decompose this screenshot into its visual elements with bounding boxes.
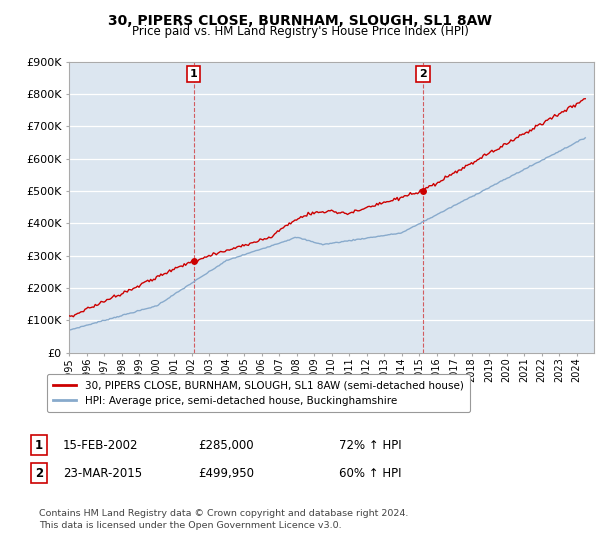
Text: Price paid vs. HM Land Registry's House Price Index (HPI): Price paid vs. HM Land Registry's House …	[131, 25, 469, 38]
Text: 72% ↑ HPI: 72% ↑ HPI	[339, 438, 401, 452]
Text: 2: 2	[419, 69, 427, 79]
Text: 30, PIPERS CLOSE, BURNHAM, SLOUGH, SL1 8AW: 30, PIPERS CLOSE, BURNHAM, SLOUGH, SL1 8…	[108, 14, 492, 28]
Text: 2: 2	[35, 466, 43, 480]
Text: 1: 1	[35, 438, 43, 452]
Text: 60% ↑ HPI: 60% ↑ HPI	[339, 466, 401, 480]
Legend: 30, PIPERS CLOSE, BURNHAM, SLOUGH, SL1 8AW (semi-detached house), HPI: Average p: 30, PIPERS CLOSE, BURNHAM, SLOUGH, SL1 8…	[47, 374, 470, 413]
Text: 1: 1	[190, 69, 197, 79]
Text: £285,000: £285,000	[198, 438, 254, 452]
Text: Contains HM Land Registry data © Crown copyright and database right 2024.
This d: Contains HM Land Registry data © Crown c…	[39, 509, 409, 530]
Text: 15-FEB-2002: 15-FEB-2002	[63, 438, 139, 452]
Text: £499,950: £499,950	[198, 466, 254, 480]
Text: 23-MAR-2015: 23-MAR-2015	[63, 466, 142, 480]
